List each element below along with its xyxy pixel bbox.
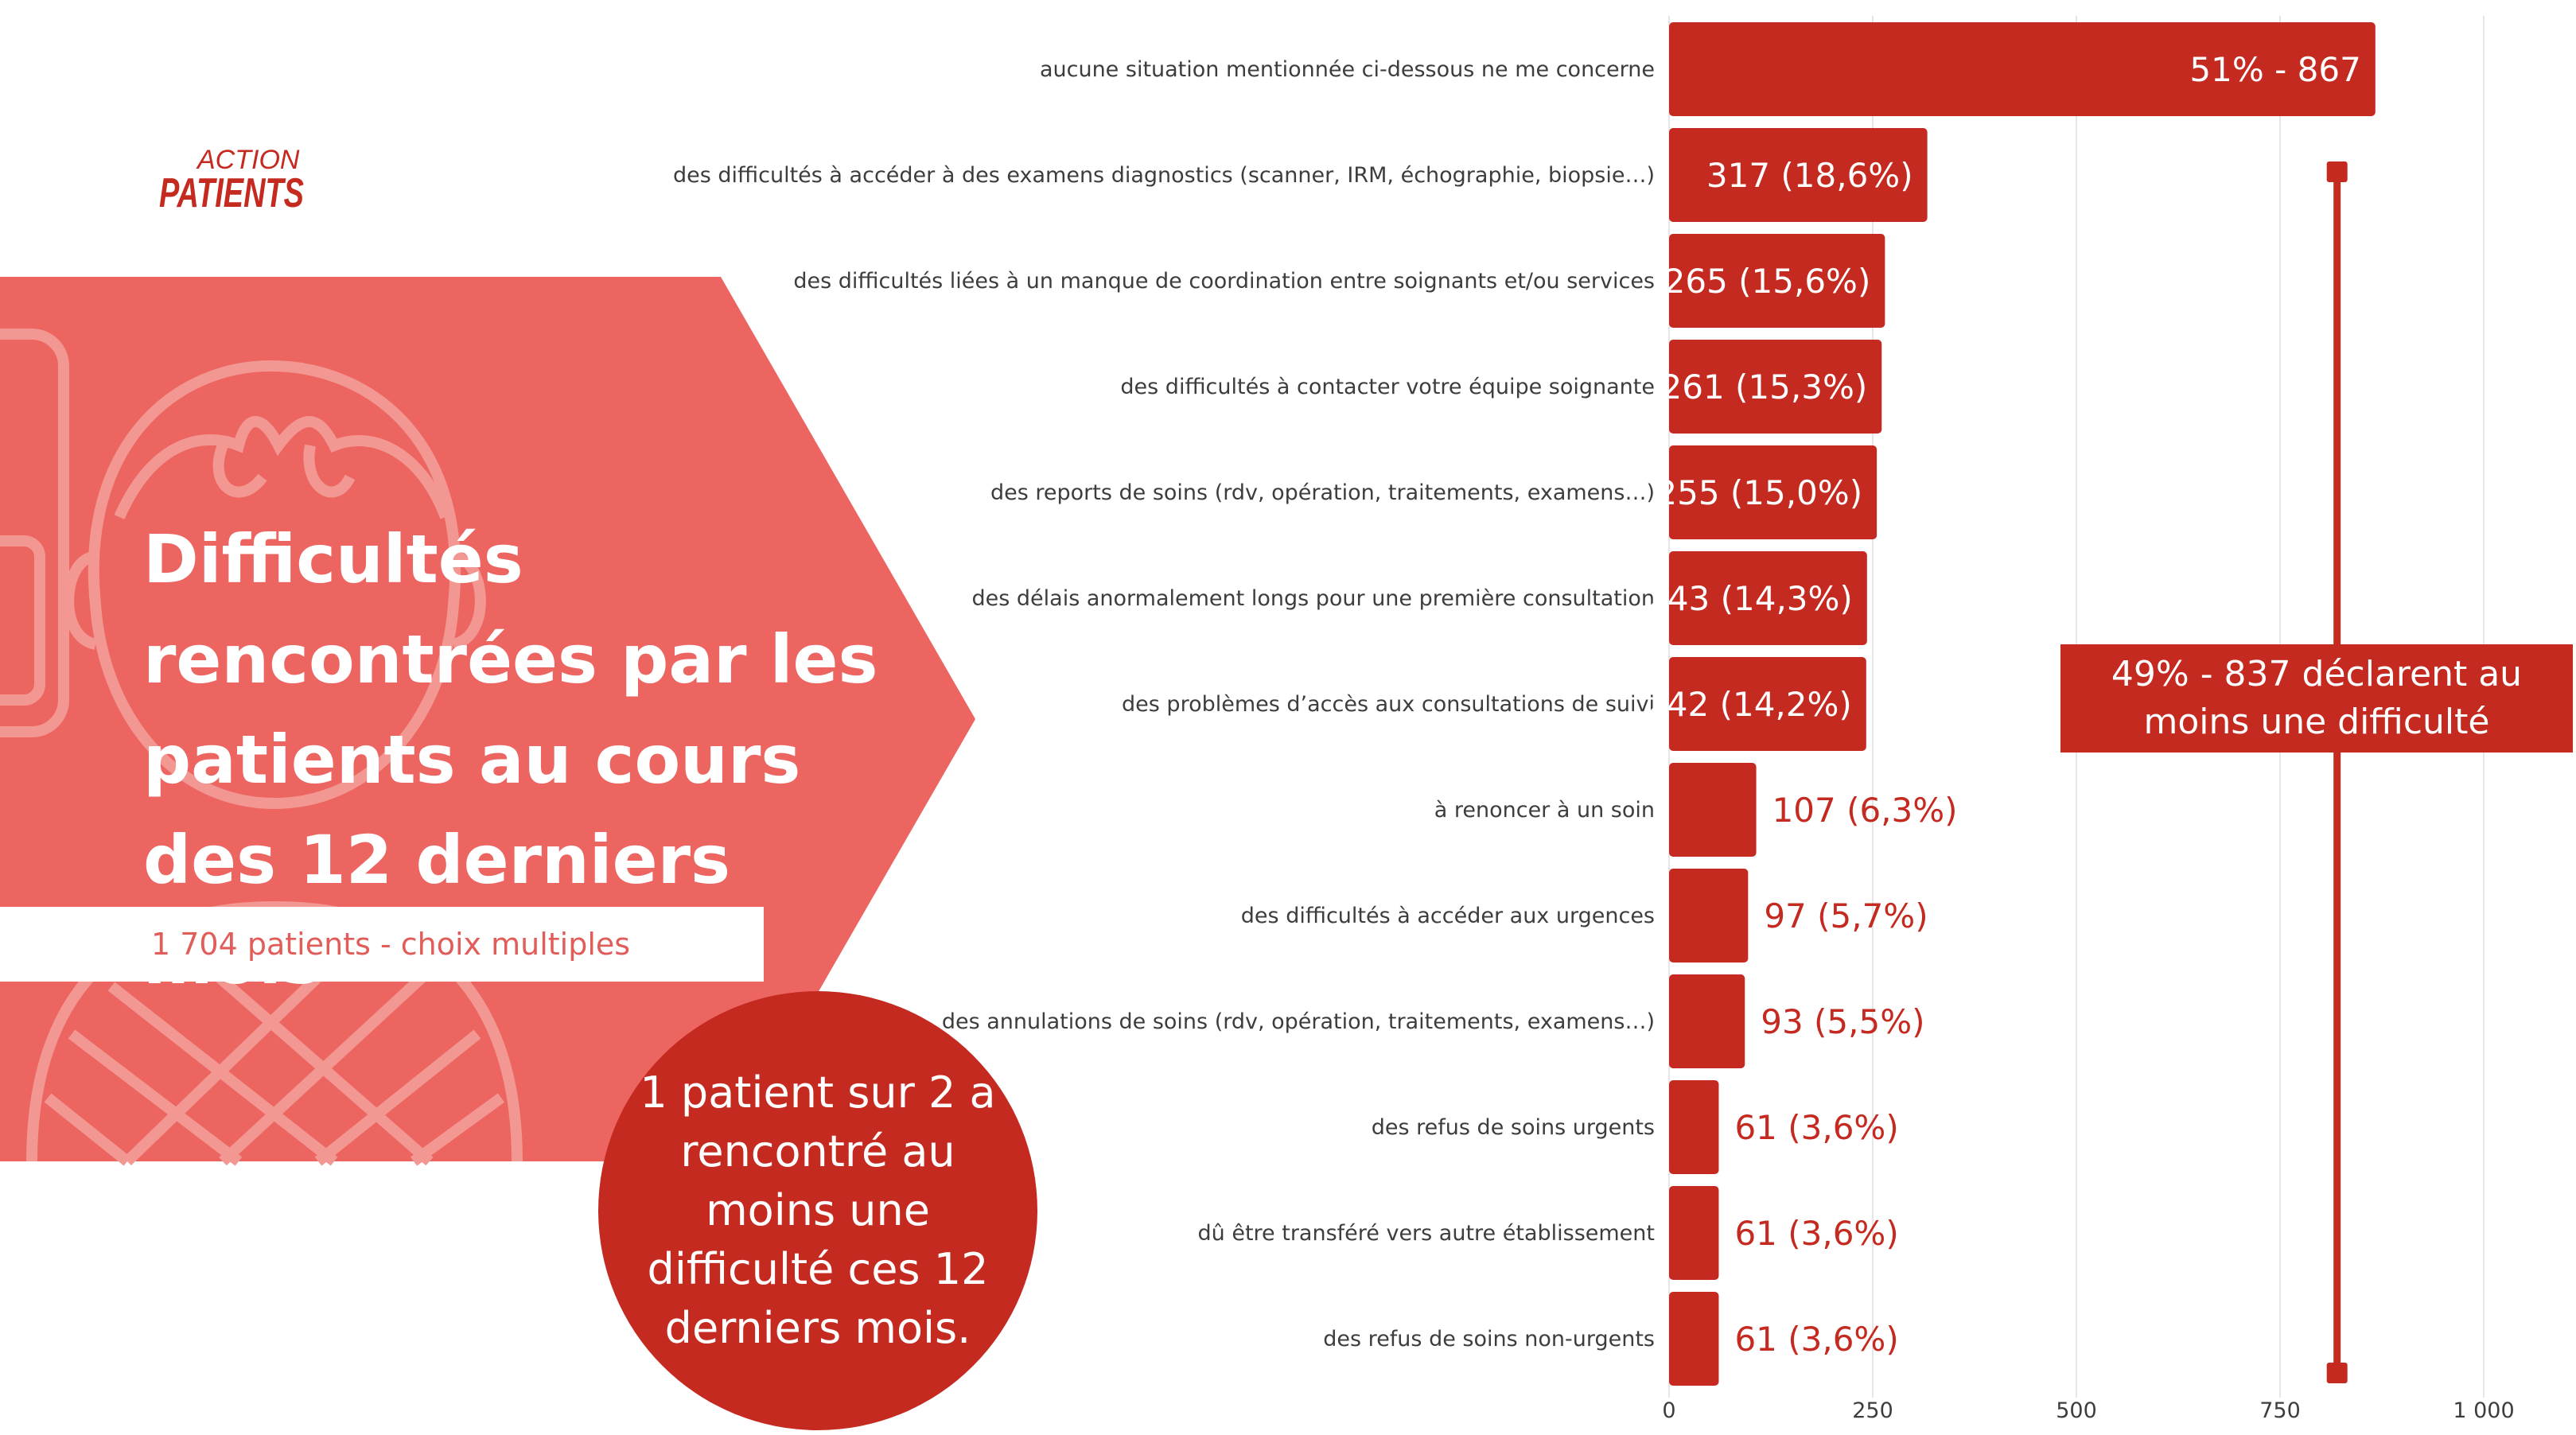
category-label: des annulations de soins (rdv, opération… [942,1009,1655,1034]
bar [1669,1080,1719,1174]
bracket-cap-bottom [2326,1363,2348,1383]
data-label: 243 (14,3%) [1646,579,1853,618]
data-label: 255 (15,0%) [1656,473,1862,512]
category-label: des refus de soins urgents [1372,1115,1655,1140]
logo-line-2: PATIENTS [159,170,304,212]
x-tick-label: 0 [1662,1398,1675,1423]
x-tick-label: 250 [1852,1398,1893,1423]
logo-line-1: ACTION [196,145,300,175]
category-label: des difficultés à accéder à des examens … [673,163,1655,188]
bar [1669,340,1882,434]
data-label: 61 (3,6%) [1734,1108,1898,1147]
category-label: à renoncer à un soin [1434,798,1655,822]
category-label: des difficultés liées à un manque de coo… [793,269,1655,294]
bars [1669,22,2376,1386]
category-label: des problèmes d’accès aux consultations … [1122,692,1655,717]
summary-callout: 1 patient sur 2 a rencontré au moins une… [598,991,1037,1430]
category-label: des délais anormalement longs pour une p… [972,586,1655,611]
bar [1669,974,1745,1068]
bracket [2326,161,2348,1383]
bar [1669,234,1885,328]
category-label: aucune situation mentionnée ci-dessous n… [1040,57,1655,82]
category-label: dû être transféré vers autre établisseme… [1198,1221,1656,1246]
bar [1669,869,1749,962]
x-tick-label: 500 [2056,1398,2097,1423]
data-label: 97 (5,7%) [1764,896,1928,935]
bar [1669,1186,1719,1280]
bar [1669,445,1878,539]
subtitle-box: 1 704 patients - choix multiples [0,907,764,982]
bracket-cap-top [2326,161,2348,182]
bar [1669,128,1928,222]
x-tick-label: 750 [2259,1398,2301,1423]
data-label: 317 (18,6%) [1706,156,1913,195]
x-tick-label: 1 000 [2453,1398,2514,1423]
category-label: des difficultés à contacter votre équipe… [1120,375,1655,399]
data-label: 93 (5,5%) [1761,1002,1924,1041]
summary-callout-text: 1 patient sur 2 a rencontré au moins une… [640,1068,996,1353]
bar [1669,763,1757,857]
category-labels: aucune situation mentionnée ci-dessous n… [673,57,1655,1351]
data-label: 61 (3,6%) [1734,1214,1898,1253]
bar [1669,551,1867,645]
category-label: des difficultés à accéder aux urgences [1241,904,1655,928]
bar [1669,22,2376,116]
data-label: 61 (3,6%) [1734,1320,1898,1359]
bracket-label: 49% - 837 déclarent au moins une difficu… [2111,654,2523,742]
page-subtitle: 1 704 patients - choix multiples [151,927,631,962]
bar [1669,1292,1719,1386]
x-axis-ticks: 0 250 500 750 1 000 [1662,1398,2514,1423]
value-labels: 51% - 867 317 (18,6%) 265 (15,6%) 261 (15,3… [1645,50,2361,1359]
page-title: Difficultés rencontrées par les patients… [143,520,878,999]
data-label: 242 (14,2%) [1645,685,1852,724]
data-label: 107 (6,3%) [1772,791,1958,830]
bar [1669,657,1866,751]
data-label: 51% - 867 [2189,50,2360,89]
data-label: 265 (15,6%) [1664,262,1871,301]
action-patients-logo: ACTION PATIENTS [159,145,304,212]
bracket-label-box: 49% - 837 déclarent au moins une difficu… [2060,644,2573,752]
data-label: 261 (15,3%) [1661,368,1868,406]
category-label: des refus de soins non-urgents [1323,1327,1655,1351]
category-label: des reports de soins (rdv, opération, tr… [990,480,1655,505]
